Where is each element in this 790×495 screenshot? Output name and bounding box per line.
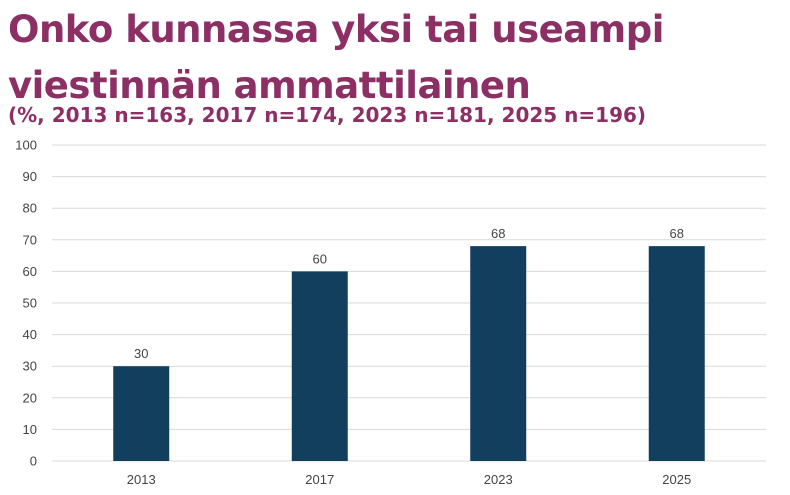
data-label-2013: 30 <box>134 346 148 361</box>
x-tick-label-2025: 2025 <box>662 472 691 487</box>
y-tick-label: 40 <box>23 327 37 342</box>
y-axis-ticks: 0 10 20 30 40 50 60 70 80 90 100 <box>15 138 37 469</box>
data-label-2023: 68 <box>491 226 505 241</box>
y-tick-label: 20 <box>23 390 37 405</box>
data-label-2017: 60 <box>313 251 327 266</box>
bar-2023 <box>470 246 527 461</box>
chart-title: Onko kunnassa yksi tai useampi viestinnä… <box>8 8 664 107</box>
x-axis-ticks: 2013 2017 2023 2025 <box>127 472 691 487</box>
x-tick-label-2023: 2023 <box>484 472 513 487</box>
y-tick-label: 30 <box>23 359 37 374</box>
x-tick-label-2013: 2013 <box>127 472 156 487</box>
y-tick-label: 50 <box>23 296 37 311</box>
y-tick-label: 100 <box>15 138 37 153</box>
bar-2025 <box>648 246 705 461</box>
gridlines <box>52 144 766 462</box>
y-tick-label: 90 <box>23 169 37 184</box>
bar-2013 <box>113 366 170 461</box>
x-tick-label-2017: 2017 <box>305 472 334 487</box>
chart-subtitle: (%, 2013 n=163, 2017 n=174, 2023 n=181, … <box>8 103 647 127</box>
bars <box>113 246 705 461</box>
y-tick-label: 80 <box>23 201 37 216</box>
bar-chart: 0 10 20 30 40 50 60 70 80 90 100 30 60 68 68 2013 2017… <box>15 138 766 487</box>
data-label-2025: 68 <box>670 226 684 241</box>
y-tick-label: 60 <box>23 264 37 279</box>
y-tick-label: 10 <box>23 422 37 437</box>
data-labels: 30 60 68 68 <box>134 226 684 361</box>
y-tick-label: 0 <box>30 454 37 469</box>
y-tick-label: 70 <box>23 232 37 247</box>
bar-2017 <box>291 271 348 461</box>
